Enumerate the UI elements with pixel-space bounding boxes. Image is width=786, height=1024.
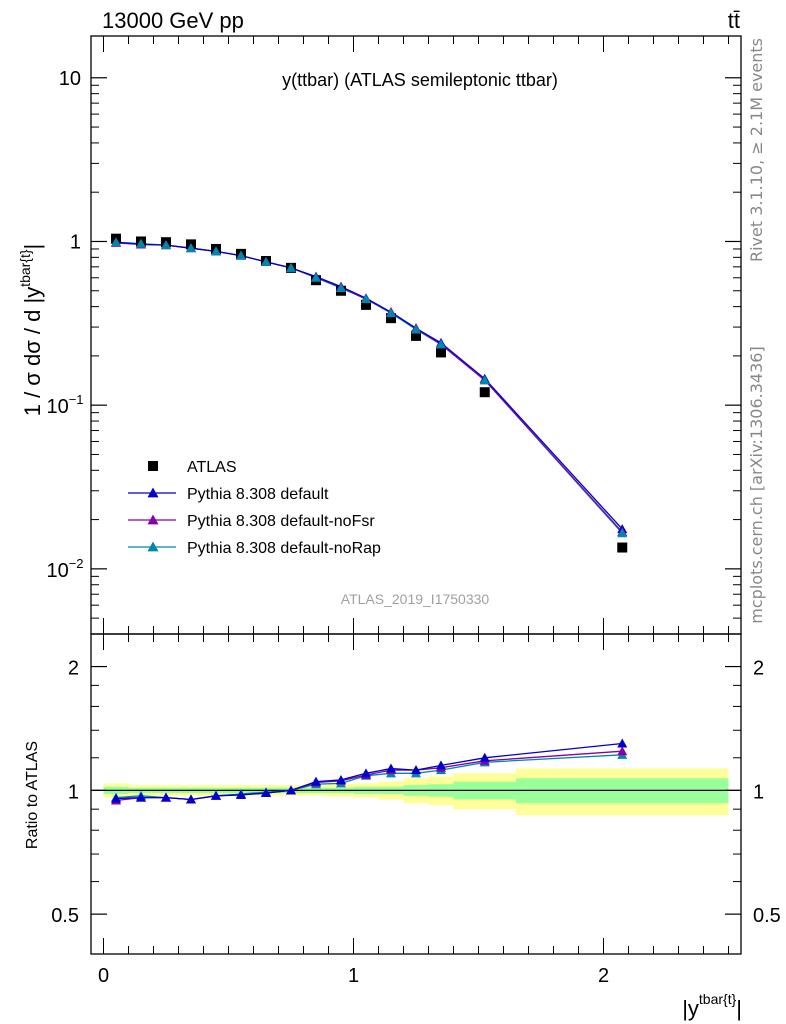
atlas-point [386,313,396,324]
y-tick-label: 10−2 [46,556,83,582]
legend-label: Pythia 8.308 default-noFsr [187,513,375,530]
ratio-ylabel: Ratio to ATLAS [24,741,41,849]
main-panel: 10−2 10−1 1 10 y(ttbar) (ATLAS semileptonic… [46,35,742,635]
ratio-y-tick-label: 0.5 [51,905,79,927]
svg-text:1 / σ dσ / d |ytbar{t}|: 1 / σ dσ / d |ytbar{t}| [17,244,45,417]
ratio-point-0 [161,792,171,802]
ratio-frame [90,633,742,955]
mc-point-3 [261,256,271,266]
ratio-y-tick-label-right: 2 [753,658,764,680]
ratio-y-tick-label-right: 0.5 [753,905,781,927]
ratio-y-tick-label-right: 1 [753,781,764,803]
ratio-point-0 [436,760,446,770]
mc-point-3 [186,243,196,253]
ratio-point-0 [261,788,271,798]
mc-point-3 [211,246,221,256]
legend-label: ATLAS [187,459,237,476]
ratio-point-0 [186,794,196,804]
mc-point-3 [361,294,371,304]
atlas-point [411,330,421,341]
mc-point-3 [336,282,346,292]
ratio-panel: 0.5 0.5 1 1 2 2 0 1 2 [51,633,781,987]
ratio-point-0 [111,793,121,803]
plot-title: y(ttbar) (ATLAS semileptonic ttbar) [282,70,558,90]
ratio-point-0 [386,763,396,773]
ratio-point-0 [311,776,321,786]
mc-point-3 [136,238,146,248]
ratio-point-0 [617,738,628,748]
mc-point-3 [161,240,171,250]
y-tick-label: 10 [59,68,81,90]
mc-point-3 [411,324,421,334]
mc-point-3 [286,262,296,272]
ratio-point-0 [236,789,246,799]
legend-label: Pythia 8.308 default [187,486,329,503]
header-left: 13000 GeV pp [102,8,244,33]
atlas-point [479,387,490,398]
x-axis-label: |ytbar{t}| [682,991,742,1021]
y-tick-label: 10−1 [46,392,83,418]
legend-label: Pythia 8.308 default-noRap [187,540,381,557]
ratio-point-0 [361,768,371,778]
mc-point-3 [479,375,490,385]
ratio-point-0 [479,752,490,762]
y-tick-label: 1 [70,231,81,253]
ratio-point-0 [336,774,346,784]
x-tick-label: 1 [348,965,359,987]
legend: ATLAS Pythia 8.308 default Pythia 8.308 de… [128,459,381,557]
ratio-point-0 [411,765,421,775]
ratio-y-tick-label: 2 [68,658,79,680]
rivet-label: Rivet 3.1.10, ≥ 2.1M events [747,38,766,262]
ratio-line-0 [115,742,623,801]
legend-marker-atlas [148,461,158,471]
x-tick-label: 2 [598,965,609,987]
mc-point-3 [111,237,121,247]
mcplots-label: mcplots.cern.ch [arXiv:1306.3436] [747,346,766,623]
mc-point-3 [436,339,446,349]
header-right: tt̄ [728,8,740,33]
ratio-point-1 [617,746,628,756]
mc-point-3 [386,308,396,318]
ratio-point-0 [211,790,221,800]
atlas-point [617,542,628,553]
ratio-point-0 [286,785,296,795]
mc-point-3 [236,250,246,260]
x-tick-label: 0 [98,965,109,987]
x-axis-label-text: |ytbar{t}| [682,991,742,1021]
ratio-y-tick-label: 1 [68,781,79,803]
legend-marker [147,514,159,525]
series-line-1 [115,241,623,530]
watermark: ATLAS_2019_I1750330 [341,591,490,607]
mc-point-3 [617,528,628,538]
mc-point-3 [311,272,321,282]
atlas-point [361,299,371,310]
main-ylabel: 1 / σ dσ / d |ytbar{t}| [17,244,45,417]
atlas-point [436,347,446,358]
legend-marker [147,487,159,498]
ratio-point-0 [136,792,146,802]
legend-marker [147,541,159,552]
